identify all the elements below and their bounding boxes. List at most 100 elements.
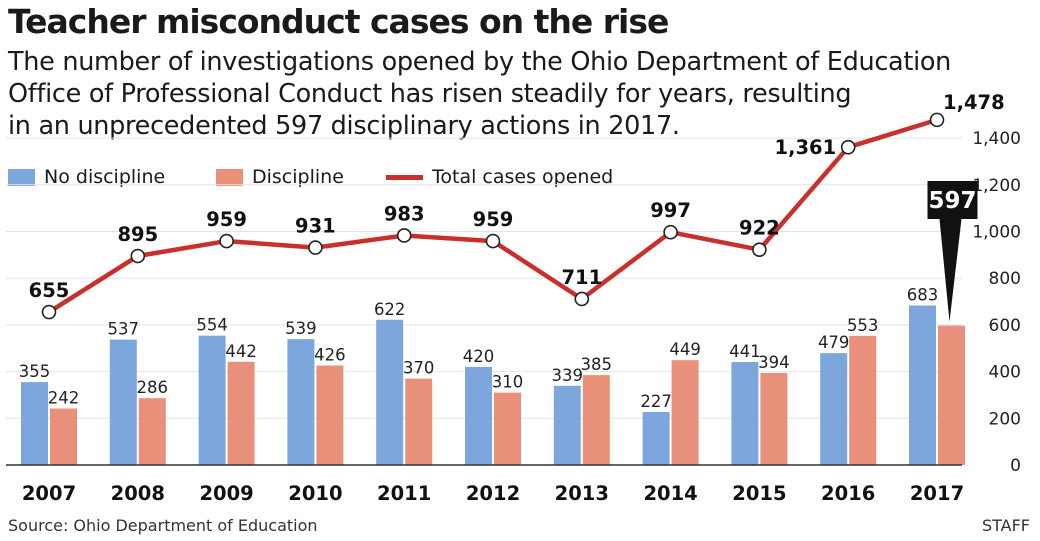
bar-value-label: 683 bbox=[907, 286, 939, 305]
bar-discipline bbox=[316, 365, 344, 465]
x-tick-label: 2016 bbox=[821, 482, 875, 505]
bar-discipline bbox=[138, 398, 166, 465]
chart-title: Teacher misconduct cases on the rise bbox=[8, 2, 669, 41]
x-tick-label: 2009 bbox=[199, 482, 253, 505]
bar-value-label: 553 bbox=[847, 316, 879, 335]
y-tick-label: 400 bbox=[989, 363, 1021, 383]
source-note: Source: Ohio Department of Education bbox=[8, 516, 318, 535]
x-tick-label: 2008 bbox=[111, 482, 165, 505]
line-value-label: 895 bbox=[117, 223, 158, 246]
bar-value-label: 449 bbox=[669, 340, 701, 359]
bar-discipline bbox=[494, 392, 521, 465]
bar-value-label: 426 bbox=[314, 346, 346, 365]
line-value-label: 959 bbox=[206, 208, 247, 231]
bar-value-label: 355 bbox=[19, 362, 51, 381]
x-tick-label: 2011 bbox=[377, 482, 431, 505]
line-point bbox=[840, 139, 856, 155]
y-tick-label: 200 bbox=[989, 409, 1021, 429]
x-tick-label: 2012 bbox=[466, 482, 520, 505]
line-point bbox=[929, 112, 945, 128]
legend-label-discipline: Discipline bbox=[252, 166, 344, 188]
line-point bbox=[752, 242, 767, 258]
y-tick-label: 1,000 bbox=[972, 223, 1021, 243]
subtitle-line: in an unprecedented 597 disciplinary act… bbox=[8, 111, 680, 141]
bar-value-label: 537 bbox=[108, 320, 140, 339]
legend-label-no-discipline: No discipline bbox=[44, 166, 166, 188]
line-point bbox=[396, 228, 412, 243]
legend-item-total: Total cases opened bbox=[386, 166, 613, 188]
line-value-label: 1,361 bbox=[775, 136, 837, 159]
line-point bbox=[663, 224, 678, 240]
line-value-label: 959 bbox=[473, 208, 514, 231]
line-value-label: 922 bbox=[739, 217, 780, 240]
line-value-label: 655 bbox=[29, 279, 70, 302]
legend-swatch-no-discipline bbox=[8, 168, 35, 186]
credit-note: STAFF bbox=[981, 516, 1030, 535]
x-tick-label: 2017 bbox=[910, 482, 964, 505]
bar-value-label: 479 bbox=[818, 333, 850, 352]
bar-no-discipline bbox=[376, 319, 404, 465]
bar-discipline bbox=[50, 408, 77, 465]
bar-value-label: 286 bbox=[137, 378, 169, 397]
callout-label: 597 bbox=[928, 188, 976, 214]
bar-value-label: 394 bbox=[758, 353, 790, 372]
line-point bbox=[130, 248, 146, 264]
subtitle-line: Office of Professional Conduct has risen… bbox=[8, 79, 852, 109]
bar-no-discipline bbox=[731, 362, 759, 465]
bar-value-label: 310 bbox=[492, 373, 524, 392]
line-point bbox=[485, 233, 501, 249]
bar-discipline bbox=[671, 360, 699, 465]
bar-value-label: 385 bbox=[581, 355, 613, 374]
y-tick-label: 800 bbox=[989, 269, 1021, 289]
bar-no-discipline bbox=[287, 339, 315, 465]
legend-swatch-discipline bbox=[216, 168, 243, 186]
line-value-label: 711 bbox=[561, 266, 602, 289]
line-value-label: 931 bbox=[295, 215, 336, 238]
bar-discipline bbox=[582, 375, 610, 465]
bar-value-label: 441 bbox=[729, 342, 761, 361]
bar-value-label: 622 bbox=[374, 300, 406, 319]
bar-value-label: 242 bbox=[48, 388, 80, 407]
x-tick-label: 2007 bbox=[22, 482, 76, 505]
bar-no-discipline bbox=[909, 305, 936, 465]
chart-subtitle: The number of investigations opened by t… bbox=[8, 46, 1008, 142]
bar-value-label: 420 bbox=[463, 347, 495, 366]
bar-discipline bbox=[760, 373, 788, 465]
bar-value-label: 539 bbox=[285, 319, 317, 338]
x-tick-label: 2010 bbox=[288, 482, 342, 505]
y-tick-label: 1,200 bbox=[972, 176, 1021, 196]
bar-no-discipline bbox=[198, 335, 226, 465]
subtitle-line: The number of investigations opened by t… bbox=[8, 47, 952, 77]
y-tick-label: 600 bbox=[989, 316, 1021, 336]
bar-value-label: 227 bbox=[640, 392, 672, 411]
line-point bbox=[308, 240, 323, 255]
x-tick-label: 2013 bbox=[555, 482, 609, 505]
bar-no-discipline bbox=[465, 366, 492, 465]
legend-label-total: Total cases opened bbox=[432, 166, 614, 188]
legend-item-no-discipline: No discipline bbox=[8, 166, 165, 188]
line-point bbox=[574, 291, 590, 307]
legend-swatch-total bbox=[386, 174, 423, 180]
bar-no-discipline bbox=[642, 411, 670, 465]
bar-discipline bbox=[227, 361, 255, 465]
callout-marker bbox=[927, 181, 978, 322]
legend-item-discipline: Discipline bbox=[216, 166, 344, 188]
bar-no-discipline bbox=[21, 382, 48, 465]
bar-no-discipline bbox=[109, 339, 137, 465]
bar-no-discipline bbox=[553, 385, 581, 465]
line-value-label: 997 bbox=[650, 199, 691, 222]
bar-value-label: 339 bbox=[552, 366, 584, 385]
y-tick-label: 0 bbox=[1010, 456, 1021, 476]
bar-discipline bbox=[849, 335, 877, 465]
bar-value-label: 442 bbox=[225, 342, 257, 361]
bar-value-label: 370 bbox=[403, 359, 435, 378]
line-point bbox=[41, 304, 57, 320]
bar-value-label: 554 bbox=[196, 316, 228, 335]
bar-no-discipline bbox=[820, 353, 848, 465]
x-tick-label: 2014 bbox=[643, 482, 697, 505]
x-tick-label: 2015 bbox=[732, 482, 786, 505]
line-value-label: 983 bbox=[384, 202, 425, 225]
bar-discipline bbox=[405, 378, 433, 465]
line-point bbox=[219, 233, 234, 249]
